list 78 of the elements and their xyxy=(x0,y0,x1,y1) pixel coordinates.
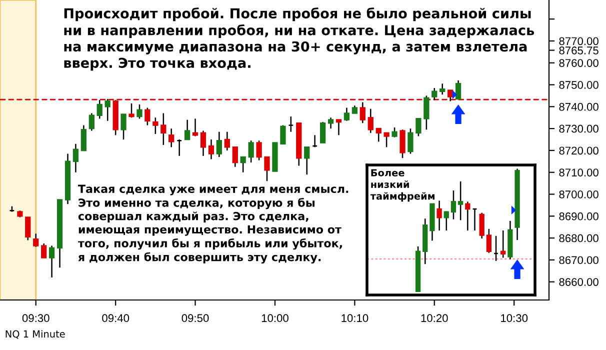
candlestick xyxy=(448,90,454,102)
candlestick xyxy=(392,126,398,138)
candlestick xyxy=(416,118,422,137)
y-tick-label: 8740.00 xyxy=(559,102,598,111)
candlestick xyxy=(232,146,238,168)
candlestick xyxy=(400,129,406,159)
candlestick xyxy=(41,242,47,258)
candlestick xyxy=(368,108,374,134)
candlestick xyxy=(479,212,484,240)
candlestick xyxy=(248,140,254,164)
y-tick-label: 8670.00 xyxy=(559,256,598,264)
candlestick xyxy=(96,99,102,120)
y-tick-label: 8700.00 xyxy=(559,190,598,198)
candlestick xyxy=(344,107,350,122)
y-tick-label: 8690.00 xyxy=(559,212,598,220)
x-tick-label: 10:00 xyxy=(262,314,288,322)
text: NQ 1 Minute xyxy=(6,330,65,339)
candlestick xyxy=(240,156,246,173)
candlestick xyxy=(72,143,79,173)
y-tick-label: 8720.00 xyxy=(559,146,598,155)
candlestick xyxy=(224,131,230,152)
candlestick xyxy=(280,124,286,144)
x-tick-label: 10:10 xyxy=(342,314,368,322)
candlestick xyxy=(25,216,31,241)
candlestick xyxy=(168,128,174,148)
candlestick xyxy=(455,80,462,100)
y-tick-label: 8730.00 xyxy=(559,124,598,133)
y-tick-label: 8660.00 xyxy=(559,278,598,286)
y-tick-label: 8760.00 xyxy=(559,59,598,67)
y-tick-label: 8680.00 xyxy=(559,234,598,242)
candlestick xyxy=(208,138,214,160)
candlestick xyxy=(486,228,492,254)
x-tick-label: 09:40 xyxy=(102,314,130,322)
candlestick xyxy=(436,200,442,232)
annotation: Такая сделка уже имеет для меня смысл. Это именно та сделка, которую я бы совершал каждый раз. Это сделка, имеющая преимущество. Независимо от того, получил бы я прибыль или убыток, я должен был совершить эту сделку. xyxy=(78,184,348,264)
text: Более низкий таймфрейм xyxy=(370,169,434,202)
candlestick xyxy=(33,233,39,248)
candlestick xyxy=(440,83,446,96)
candlestick xyxy=(376,128,382,142)
candlestick xyxy=(152,116,158,135)
candlestick xyxy=(144,107,150,126)
x-tick-label: 10:30 xyxy=(501,314,528,322)
text: Происходит пробой. После пробоя не было реальной силы ни в направлении пробоя, ни на откате. Цена задержалась на максимуме диапазона на 30+ секунд, а затем взлетела вверх. Это точка входа. xyxy=(64,8,534,71)
candlestick xyxy=(450,190,456,220)
x-tick-label: 09:30 xyxy=(22,314,50,322)
candlestick xyxy=(184,119,190,140)
candlestick xyxy=(48,245,55,278)
candlestick xyxy=(80,124,87,152)
candlestick xyxy=(444,210,449,232)
candlestick xyxy=(360,102,366,124)
candlestick xyxy=(320,121,326,144)
candlestick xyxy=(216,131,222,158)
y-tick-label: 8750.00 xyxy=(559,81,598,89)
y-tick-label: 8710.00 xyxy=(559,168,598,176)
candlestick xyxy=(336,119,342,136)
candlestick xyxy=(304,146,310,176)
candlestick xyxy=(432,87,438,101)
candlestick xyxy=(192,118,198,137)
candlestick xyxy=(88,112,94,132)
candlestick xyxy=(424,95,430,130)
candlestick xyxy=(136,104,142,120)
y-tick-label: 8770.00 xyxy=(559,37,598,46)
candlestick xyxy=(264,156,270,182)
y-tick-label: 8765.75 xyxy=(559,46,598,54)
candlestick xyxy=(328,116,334,130)
candlestick xyxy=(256,140,262,161)
candlestick xyxy=(200,130,206,157)
candlestick xyxy=(458,180,464,221)
candlestick xyxy=(500,230,506,258)
candlestick xyxy=(408,128,414,154)
x-tick-label: 09:50 xyxy=(182,314,209,322)
candlestick xyxy=(384,132,390,148)
candlestick xyxy=(128,102,134,118)
candlestick xyxy=(120,114,126,140)
candlestick xyxy=(160,112,166,146)
candlestick xyxy=(465,201,470,232)
x-tick-label: 10:20 xyxy=(421,314,448,322)
candlestick xyxy=(104,98,110,122)
